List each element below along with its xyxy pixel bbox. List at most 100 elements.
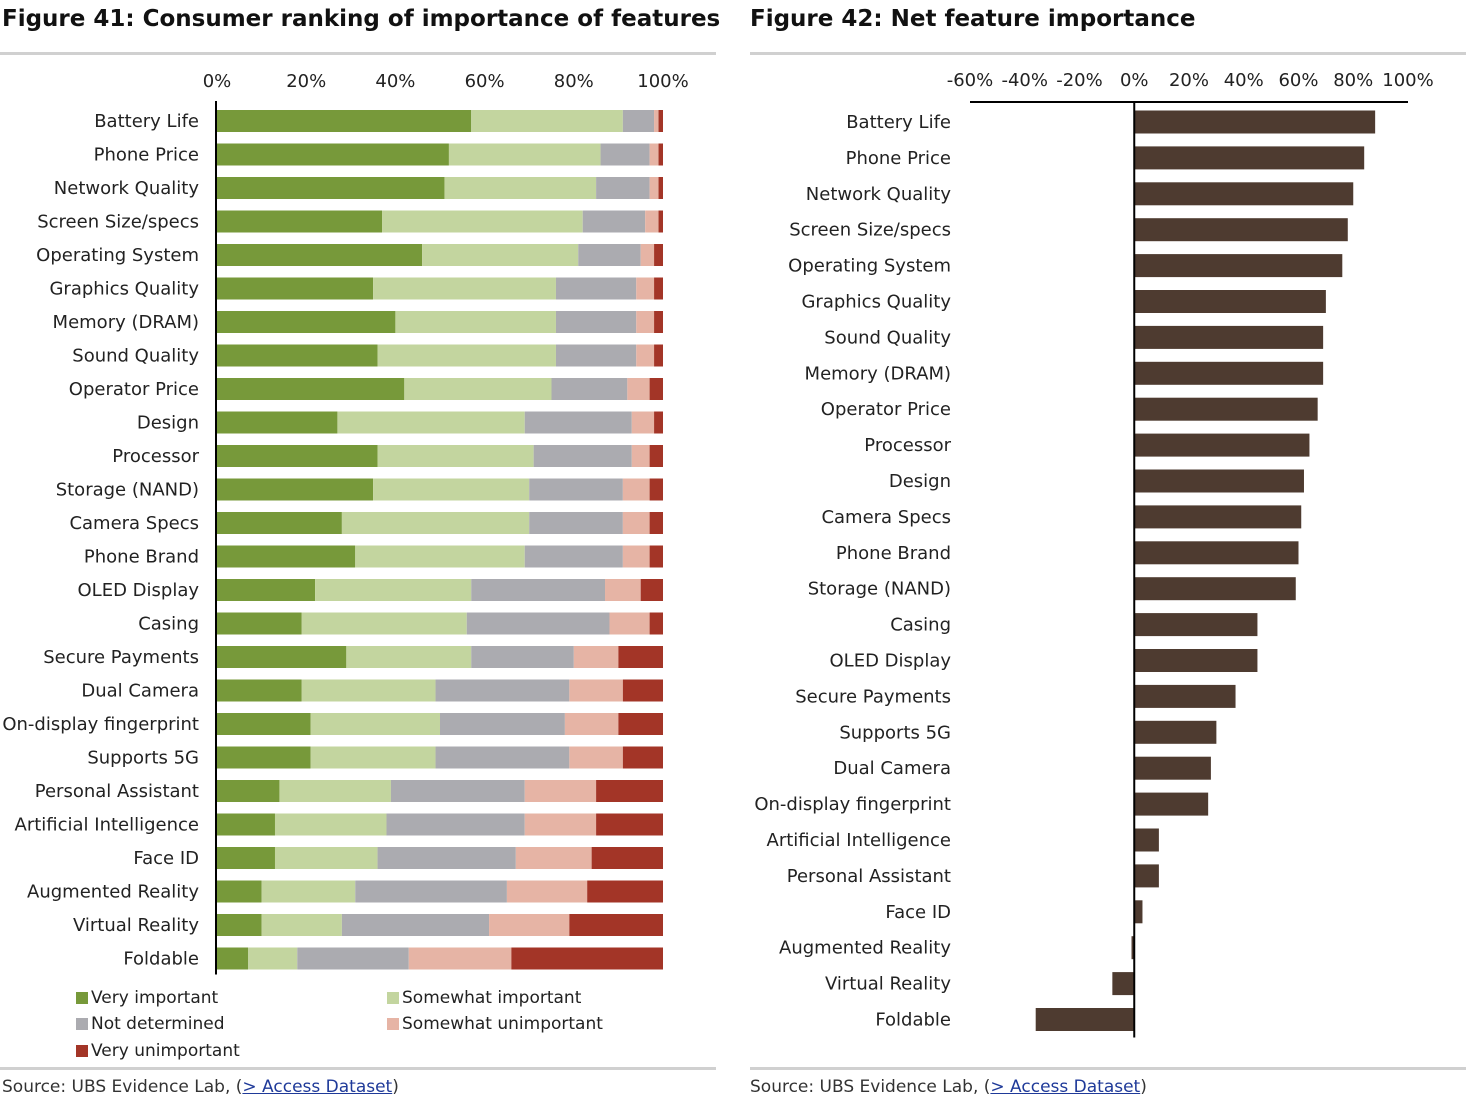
bar-segment-battery-life-somewhat-important [471, 110, 623, 132]
category-label-dual-camera: Dual Camera [833, 758, 951, 779]
bar-segment-sound-quality-not-determined [555, 344, 637, 367]
bar-segment-on-display-fingerprint-somewhat-unimportant [564, 713, 619, 735]
bar-segment-phone-brand-very-unimportant [649, 545, 663, 568]
legend-item-very-unimportant: Very unimportant [76, 1041, 240, 1061]
bar-segment-personal-assistant-very-important [217, 780, 280, 802]
bar-segment-graphics-quality-very-unimportant [654, 277, 663, 300]
bar-segment-operating-system-somewhat-unimportant [640, 244, 655, 266]
bar-segment-design-not-determined [524, 411, 632, 434]
bar-segment-phone-brand-somewhat-unimportant [622, 545, 650, 568]
legend-swatch-very-unimportant [76, 1045, 88, 1057]
bar-segment-memory-dram-very-important [217, 311, 396, 333]
bar-segment-secure-payments-somewhat-important [346, 646, 472, 668]
figure-41-access-dataset-link[interactable]: > Access Dataset [242, 1077, 393, 1097]
figure-41-source-prefix: Source: UBS Evidence Lab, ( [2, 1077, 243, 1097]
category-label-screen-size-specs: Screen Size/specs [37, 212, 199, 233]
category-label-design: Design [889, 471, 951, 492]
bar-segment-operating-system-not-determined [578, 244, 641, 266]
bar-segment-augmented-reality-somewhat-unimportant [506, 880, 588, 903]
category-label-secure-payments: Secure Payments [43, 647, 199, 668]
category-label-on-display-fingerprint: On-display fingerprint [754, 794, 951, 815]
legend-label-not-determined: Not determined [91, 1014, 225, 1034]
figure-42-bottom-rule [750, 1067, 1466, 1070]
legend-swatch-not-determined [76, 1018, 88, 1030]
bar-segment-personal-assistant-very-unimportant [596, 780, 663, 802]
category-label-phone-price: Phone Price [846, 148, 951, 169]
legend-label-somewhat-unimportant: Somewhat unimportant [402, 1014, 603, 1034]
bar-segment-operating-system-very-important [217, 244, 423, 266]
bar-segment-supports-5g-not-determined [435, 746, 570, 769]
bar-segment-phone-brand-very-important [217, 545, 356, 568]
figure-42-source: Source: UBS Evidence Lab, (> Access Data… [750, 1077, 1147, 1097]
bar-segment-battery-life-not-determined [622, 110, 655, 132]
bar-segment-face-id-very-unimportant [591, 847, 663, 869]
bar-segment-secure-payments-very-important [217, 646, 347, 668]
category-label-supports-5g: Supports 5G [839, 722, 951, 743]
figure-42-panel: Figure 42: Net feature importance -60% -4… [750, 0, 1467, 1112]
category-label-screen-size-specs: Screen Size/specs [789, 220, 951, 241]
bar-segment-operator-price-somewhat-unimportant [627, 378, 650, 400]
figure-41-source: Source: UBS Evidence Lab, (> Access Data… [2, 1077, 399, 1097]
x-tick-label-60: 60% [465, 71, 505, 92]
bar-segment-on-display-fingerprint-not-determined [440, 713, 565, 735]
legend-item-somewhat-unimportant: Somewhat unimportant [387, 1014, 603, 1034]
bar-segment-dual-camera-not-determined [435, 679, 570, 702]
bar-segment-network-quality-somewhat-unimportant [649, 177, 659, 199]
x-tick-label-0: 0% [1120, 70, 1149, 91]
bar-graphics-quality [1134, 290, 1326, 313]
bar-segment-camera-specs-very-unimportant [649, 512, 663, 534]
bar-segment-sound-quality-very-unimportant [654, 344, 663, 367]
bar-segment-network-quality-very-important [217, 177, 445, 199]
category-label-processor: Processor [112, 446, 199, 467]
category-label-foldable: Foldable [123, 949, 199, 970]
bar-segment-memory-dram-not-determined [555, 311, 637, 333]
bar-segment-operating-system-very-unimportant [654, 244, 663, 266]
figure-42-top-rule [750, 52, 1466, 55]
figure-42-bar-chart: -60% -40% -20% 0% 20% 40% 60% 80% 100% Battery Li… [754, 70, 1434, 1038]
category-label-augmented-reality: Augmented Reality [779, 938, 951, 959]
bar-segment-processor-somewhat-unimportant [631, 445, 650, 467]
bar-segment-on-display-fingerprint-very-unimportant [618, 713, 663, 735]
figure-41-top-rule [0, 52, 716, 55]
bar-segment-secure-payments-very-unimportant [618, 646, 663, 668]
bar-processor [1134, 433, 1310, 457]
category-label-oled-display: OLED Display [78, 580, 200, 601]
bar-face-id [1134, 900, 1143, 924]
category-label-graphics-quality: Graphics Quality [801, 292, 951, 313]
category-label-virtual-reality: Virtual Reality [825, 974, 951, 995]
bar-segment-oled-display-somewhat-important [315, 579, 472, 601]
legend-swatch-somewhat-unimportant [387, 1018, 399, 1030]
bar-segment-artificial-intelligence-not-determined [386, 813, 525, 836]
bar-segment-phone-price-somewhat-important [448, 143, 601, 166]
bar-segment-storage-nand-not-determined [529, 478, 623, 501]
bar-segment-face-id-somewhat-important [274, 847, 378, 869]
figure-42-title: Figure 42: Net feature importance [750, 6, 1196, 32]
category-label-supports-5g: Supports 5G [87, 748, 199, 769]
bar-segment-artificial-intelligence-very-unimportant [596, 813, 663, 836]
category-label-battery-life: Battery Life [846, 112, 951, 133]
bar-segment-augmented-reality-very-important [217, 880, 262, 903]
bar-segment-screen-size-specs-very-important [217, 210, 383, 233]
bar-foldable [1035, 1008, 1135, 1031]
category-label-memory-dram: Memory (DRAM) [805, 363, 951, 384]
bar-segment-phone-brand-somewhat-important [355, 545, 525, 568]
bar-segment-on-display-fingerprint-somewhat-important [310, 713, 440, 735]
bar-personal-assistant [1134, 864, 1159, 888]
bar-segment-design-somewhat-unimportant [631, 411, 655, 434]
bar-segment-oled-display-very-important [217, 579, 316, 601]
bar-segment-foldable-not-determined [297, 947, 409, 970]
bar-segment-secure-payments-somewhat-unimportant [573, 646, 619, 668]
bar-oled-display [1134, 649, 1258, 672]
x-tick-label-40: 40% [375, 71, 415, 92]
legend-swatch-somewhat-important [387, 992, 399, 1004]
category-label-dual-camera: Dual Camera [81, 681, 199, 702]
bar-segment-network-quality-somewhat-important [444, 177, 597, 199]
category-label-artificial-intelligence: Artificial Intelligence [767, 830, 952, 851]
bar-segment-memory-dram-somewhat-important [395, 311, 556, 333]
legend-item-not-determined: Not determined [76, 1014, 225, 1034]
bar-segment-network-quality-very-unimportant [658, 177, 663, 199]
category-label-camera-specs: Camera Specs [69, 513, 199, 534]
figure-42-access-dataset-link[interactable]: > Access Dataset [990, 1077, 1141, 1097]
bar-sound-quality [1134, 325, 1324, 349]
bar-segment-camera-specs-somewhat-unimportant [622, 512, 650, 534]
